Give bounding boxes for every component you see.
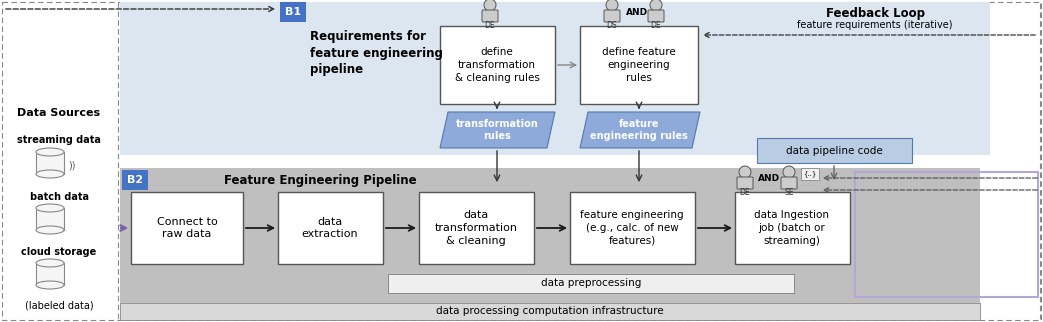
Text: {..}: {..} <box>803 171 817 177</box>
Bar <box>37 263 64 285</box>
Text: data
extraction: data extraction <box>301 217 359 239</box>
Text: data pipeline code: data pipeline code <box>785 146 882 156</box>
Text: Feedback Loop: Feedback Loop <box>825 6 924 20</box>
Text: data
transformation
& cleaning: data transformation & cleaning <box>435 210 517 246</box>
Bar <box>855 172 1038 297</box>
Text: feature engineering
(e.g., calc. of new
features): feature engineering (e.g., calc. of new … <box>580 210 684 246</box>
Text: feature requirements (iterative): feature requirements (iterative) <box>797 20 952 30</box>
Text: DE: DE <box>485 21 495 30</box>
Text: Data Sources: Data Sources <box>18 108 100 118</box>
Bar <box>801 168 819 180</box>
Text: )): )) <box>68 160 75 170</box>
FancyBboxPatch shape <box>482 10 498 22</box>
Text: B2: B2 <box>127 175 143 185</box>
Bar <box>120 2 990 155</box>
Ellipse shape <box>37 281 64 289</box>
Bar <box>131 192 243 264</box>
FancyBboxPatch shape <box>781 177 797 189</box>
Bar <box>735 192 850 264</box>
Ellipse shape <box>37 204 64 212</box>
Text: data preprocessing: data preprocessing <box>541 279 641 289</box>
Circle shape <box>739 166 751 178</box>
Bar <box>37 208 64 230</box>
Bar <box>37 152 64 174</box>
Text: cloud storage: cloud storage <box>21 247 97 257</box>
Bar <box>122 170 148 190</box>
Text: (labeled data): (labeled data) <box>25 300 93 310</box>
Bar <box>278 192 383 264</box>
Text: Connect to
raw data: Connect to raw data <box>156 217 217 239</box>
Text: SE: SE <box>784 187 794 196</box>
Ellipse shape <box>37 226 64 234</box>
Bar <box>571 192 695 264</box>
Circle shape <box>783 166 795 178</box>
Text: batch data: batch data <box>29 192 89 202</box>
FancyBboxPatch shape <box>604 10 620 22</box>
Circle shape <box>606 0 618 11</box>
Text: Feature Engineering Pipeline: Feature Engineering Pipeline <box>223 174 416 186</box>
Text: define feature
engineering
rules: define feature engineering rules <box>602 47 676 83</box>
Bar <box>580 26 698 104</box>
Circle shape <box>484 0 496 11</box>
Text: AND: AND <box>626 7 648 16</box>
Text: data processing computation infrastructure: data processing computation infrastructu… <box>436 307 663 317</box>
Text: transformation
rules: transformation rules <box>456 118 538 141</box>
Text: B1: B1 <box>285 7 301 17</box>
Bar <box>757 138 912 163</box>
Bar <box>120 303 980 320</box>
Text: feature
engineering rules: feature engineering rules <box>590 118 688 141</box>
FancyBboxPatch shape <box>737 177 753 189</box>
Text: AND: AND <box>758 174 780 183</box>
Bar <box>440 26 555 104</box>
Bar <box>120 168 980 303</box>
Text: data Ingestion
job (batch or
streaming): data Ingestion job (batch or streaming) <box>754 210 829 246</box>
Text: streaming data: streaming data <box>17 135 101 145</box>
Polygon shape <box>580 112 700 148</box>
Polygon shape <box>440 112 555 148</box>
Text: DE: DE <box>739 187 750 196</box>
Text: DS: DS <box>607 21 617 30</box>
Text: DE: DE <box>651 21 661 30</box>
Ellipse shape <box>37 148 64 156</box>
Text: Requirements for
feature engineering
pipeline: Requirements for feature engineering pip… <box>310 30 443 76</box>
Bar <box>388 274 794 293</box>
FancyBboxPatch shape <box>648 10 664 22</box>
Text: define
transformation
& cleaning rules: define transformation & cleaning rules <box>455 47 539 83</box>
Bar <box>419 192 534 264</box>
Bar <box>280 2 306 22</box>
Circle shape <box>650 0 662 11</box>
Ellipse shape <box>37 170 64 178</box>
Ellipse shape <box>37 259 64 267</box>
